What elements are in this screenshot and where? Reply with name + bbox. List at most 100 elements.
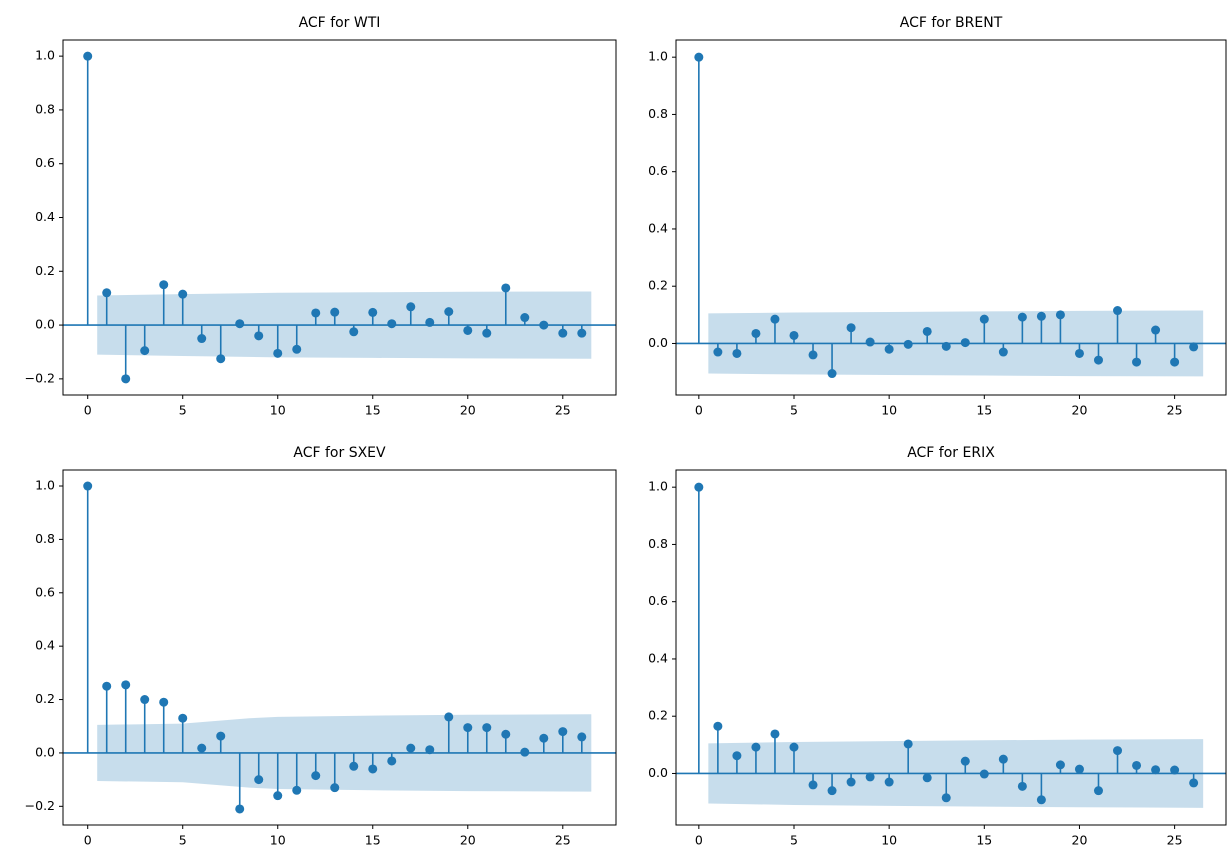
y-tick-label: 0.4 (648, 650, 668, 665)
stem-marker (273, 791, 283, 801)
chart-title: ACF for WTI (299, 15, 381, 31)
stem-marker (387, 756, 397, 766)
x-tick-label: 15 (976, 403, 992, 418)
stem-marker (979, 769, 989, 779)
stem-marker (368, 307, 378, 317)
stem-marker (694, 52, 704, 62)
stem-marker (808, 350, 818, 360)
stem-marker (520, 747, 530, 757)
stem-marker (1017, 781, 1027, 791)
stem-marker (558, 727, 568, 737)
stem-marker (539, 733, 549, 743)
stem-marker (732, 348, 742, 358)
stem-marker (216, 354, 226, 364)
axes-frame (675, 469, 1227, 826)
stem-marker (102, 288, 112, 298)
axes-frame (62, 469, 617, 826)
stem-marker (425, 317, 435, 327)
stem-marker (463, 325, 473, 335)
x-tick-label: 5 (790, 833, 798, 848)
x-tick-label: 0 (84, 833, 92, 848)
y-tick-label: 0.0 (35, 317, 55, 332)
x-tick-label: 15 (365, 833, 381, 848)
y-tick-label: 0.4 (35, 638, 55, 653)
y-tick-label: 0.8 (648, 536, 668, 551)
x-tick-label: 20 (460, 833, 476, 848)
stem-marker (713, 347, 723, 357)
x-tick-label: 10 (881, 833, 897, 848)
stem-marker (770, 729, 780, 739)
stem-marker (140, 346, 150, 356)
stem-marker (463, 723, 473, 733)
y-tick-label: −0.2 (25, 370, 55, 385)
stem-marker (311, 771, 321, 781)
stem-marker (349, 327, 359, 337)
y-tick-label: 0.8 (648, 106, 668, 121)
stem-marker (960, 338, 970, 348)
x-tick-label: 20 (460, 403, 476, 418)
y-tick-label: 0.2 (35, 263, 55, 278)
stem-marker (292, 785, 302, 795)
x-tick-label: 25 (555, 833, 571, 848)
stem-marker (178, 713, 188, 723)
stem-marker (121, 374, 131, 384)
stem-marker (1113, 306, 1123, 316)
stem-marker (903, 339, 913, 349)
stem-marker (941, 793, 951, 803)
x-tick-label: 10 (270, 403, 286, 418)
y-tick-label: 0.8 (35, 101, 55, 116)
x-tick-label: 20 (1072, 833, 1088, 848)
x-tick-label: 5 (790, 403, 798, 418)
stem-marker (1170, 357, 1180, 367)
stem-marker (1151, 325, 1161, 335)
y-tick-label: 0.0 (35, 744, 55, 759)
stem-marker (1055, 760, 1065, 770)
stem-marker (140, 695, 150, 705)
stem-marker (979, 314, 989, 324)
stem-marker (121, 680, 131, 690)
stem-marker (558, 328, 568, 338)
stem-marker (482, 328, 492, 338)
stem-marker (770, 314, 780, 324)
stem-marker (330, 307, 340, 317)
stem-marker (1074, 764, 1084, 774)
stem-marker (520, 313, 530, 323)
stem-marker (694, 482, 704, 492)
stem-marker (368, 764, 378, 774)
y-tick-label: 1.0 (35, 478, 55, 493)
stem-marker (1055, 310, 1065, 320)
y-tick-label: 0.6 (648, 163, 668, 178)
stem-marker (1074, 348, 1084, 358)
stem-marker (577, 328, 587, 338)
chart-title: ACF for BRENT (900, 15, 1003, 31)
y-tick-label: 1.0 (35, 48, 55, 63)
stem-marker (1113, 746, 1123, 756)
stem-marker (235, 319, 245, 329)
stem-marker (330, 783, 340, 793)
stem-marker (425, 745, 435, 755)
x-tick-label: 0 (84, 403, 92, 418)
y-tick-label: 0.6 (35, 584, 55, 599)
stem-marker (159, 280, 169, 290)
stem-marker (751, 742, 761, 752)
stem-marker (292, 344, 302, 354)
stem-marker (102, 681, 112, 691)
stem-marker (273, 348, 283, 358)
stem-marker (311, 308, 321, 318)
stem-marker (577, 732, 587, 742)
stem-marker (1036, 311, 1046, 321)
stem-marker (846, 777, 856, 787)
stem-marker (789, 742, 799, 752)
stem-marker (83, 51, 93, 61)
stem-marker (998, 754, 1008, 764)
x-tick-label: 10 (270, 833, 286, 848)
stem-marker (789, 330, 799, 340)
stem-marker (159, 697, 169, 707)
stem-marker (827, 786, 837, 796)
stem-marker (216, 731, 226, 741)
y-tick-label: 0.2 (648, 708, 668, 723)
x-tick-label: 25 (1167, 403, 1183, 418)
y-tick-label: 0.2 (35, 691, 55, 706)
stem-marker (444, 307, 454, 317)
